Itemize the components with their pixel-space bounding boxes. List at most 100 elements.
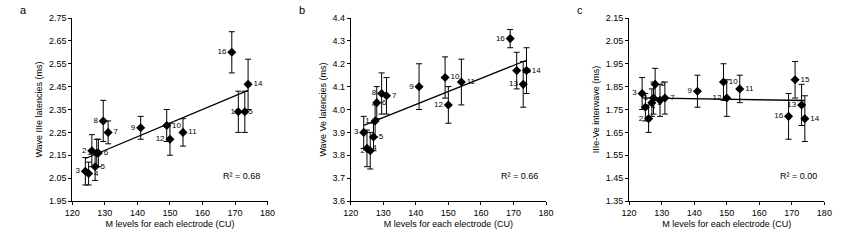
svg-text:2.15: 2.15 [49, 150, 67, 160]
svg-text:12: 12 [712, 93, 721, 102]
svg-text:Wave IIIe latencies (ms): Wave IIIe latencies (ms) [34, 61, 44, 157]
svg-text:8: 8 [372, 88, 377, 97]
svg-text:15: 15 [522, 66, 531, 75]
svg-text:14: 14 [810, 114, 819, 123]
svg-text:140: 140 [687, 208, 702, 218]
svg-text:6: 6 [382, 98, 387, 107]
svg-text:150: 150 [441, 208, 456, 218]
svg-text:120: 120 [65, 208, 80, 218]
svg-text:11: 11 [745, 84, 754, 93]
svg-text:1.45: 1.45 [606, 173, 624, 183]
svg-text:1.55: 1.55 [606, 150, 624, 160]
svg-text:1: 1 [365, 116, 370, 125]
svg-text:13: 13 [509, 79, 518, 88]
svg-text:2.65: 2.65 [49, 36, 67, 46]
svg-text:4.3: 4.3 [332, 36, 345, 46]
svg-text:120: 120 [622, 208, 637, 218]
svg-text:2: 2 [82, 146, 87, 155]
svg-text:1: 1 [644, 93, 649, 102]
svg-text:2.05: 2.05 [606, 36, 624, 46]
svg-text:4.1: 4.1 [332, 82, 345, 92]
svg-text:4.0: 4.0 [332, 105, 345, 115]
svg-text:160: 160 [752, 208, 767, 218]
svg-text:180: 180 [817, 208, 832, 218]
svg-text:4: 4 [94, 169, 99, 178]
svg-text:M levels for each electrode (C: M levels for each electrode (CU) [384, 219, 513, 229]
svg-text:14: 14 [532, 66, 541, 75]
svg-text:3.9: 3.9 [332, 128, 345, 138]
svg-text:180: 180 [538, 208, 553, 218]
svg-text:160: 160 [473, 208, 488, 218]
svg-text:2.25: 2.25 [49, 128, 67, 138]
svg-text:10: 10 [450, 72, 459, 81]
svg-text:140: 140 [130, 208, 145, 218]
svg-text:12: 12 [434, 100, 443, 109]
svg-text:16: 16 [496, 34, 505, 43]
svg-text:5: 5 [100, 162, 105, 171]
svg-text:7: 7 [670, 93, 675, 102]
svg-text:10: 10 [172, 121, 181, 130]
svg-text:9: 9 [131, 123, 136, 132]
svg-text:150: 150 [719, 208, 734, 218]
svg-text:9: 9 [409, 82, 414, 91]
svg-text:3: 3 [354, 127, 359, 136]
svg-text:7: 7 [114, 127, 119, 136]
svg-text:4.4: 4.4 [332, 13, 345, 23]
svg-text:2: 2 [639, 114, 644, 123]
svg-text:16: 16 [218, 47, 227, 56]
svg-text:R² = 0.68: R² = 0.68 [223, 171, 260, 181]
svg-text:3.6: 3.6 [332, 196, 345, 206]
svg-text:M levels for each electrode (C: M levels for each electrode (CU) [662, 219, 791, 229]
svg-text:4: 4 [651, 102, 656, 111]
svg-text:1.75: 1.75 [606, 105, 624, 115]
svg-text:11: 11 [188, 127, 197, 136]
svg-text:2: 2 [360, 146, 365, 155]
svg-text:160: 160 [195, 208, 210, 218]
svg-text:7: 7 [392, 91, 397, 100]
svg-text:120: 120 [343, 208, 358, 218]
svg-text:6: 6 [661, 79, 666, 88]
svg-text:8: 8 [650, 95, 655, 104]
svg-text:a: a [20, 4, 27, 16]
svg-text:1.65: 1.65 [606, 128, 624, 138]
svg-text:2.75: 2.75 [49, 13, 67, 23]
svg-text:150: 150 [162, 208, 177, 218]
svg-text:130: 130 [376, 208, 391, 218]
svg-text:12: 12 [156, 134, 165, 143]
svg-text:6: 6 [104, 148, 109, 157]
svg-text:R² = 0.00: R² = 0.00 [780, 171, 817, 181]
svg-text:Wave Ve latencies (ms): Wave Ve latencies (ms) [318, 62, 328, 156]
svg-text:13: 13 [787, 100, 796, 109]
svg-text:5: 5 [657, 98, 662, 107]
svg-text:170: 170 [784, 208, 799, 218]
svg-text:15: 15 [800, 75, 809, 84]
svg-text:b: b [299, 4, 305, 16]
svg-text:2.15: 2.15 [606, 13, 624, 23]
svg-text:1.95: 1.95 [49, 196, 67, 206]
svg-text:R² = 0.66: R² = 0.66 [501, 171, 538, 181]
svg-text:9: 9 [688, 86, 693, 95]
svg-text:170: 170 [506, 208, 521, 218]
svg-text:130: 130 [97, 208, 112, 218]
svg-text:1.95: 1.95 [606, 59, 624, 69]
svg-text:M levels for each electrode (C: M levels for each electrode (CU) [105, 219, 234, 229]
svg-text:170: 170 [228, 208, 243, 218]
svg-text:140: 140 [408, 208, 423, 218]
svg-text:8: 8 [93, 116, 98, 125]
svg-text:4.2: 4.2 [332, 59, 345, 69]
svg-text:10: 10 [729, 77, 738, 86]
svg-text:2.55: 2.55 [49, 59, 67, 69]
svg-text:11: 11 [467, 77, 476, 86]
svg-text:5: 5 [379, 132, 384, 141]
svg-text:13: 13 [231, 107, 240, 116]
svg-text:1.85: 1.85 [606, 82, 624, 92]
svg-text:3: 3 [632, 88, 637, 97]
svg-text:IIIe-Ve interwave (ms): IIIe-Ve interwave (ms) [591, 66, 601, 154]
svg-text:4: 4 [372, 143, 377, 152]
svg-text:c: c [577, 4, 583, 16]
svg-text:14: 14 [253, 79, 262, 88]
svg-text:2.05: 2.05 [49, 173, 67, 183]
svg-text:2.35: 2.35 [49, 105, 67, 115]
svg-text:16: 16 [774, 111, 783, 120]
svg-text:2.45: 2.45 [49, 82, 67, 92]
